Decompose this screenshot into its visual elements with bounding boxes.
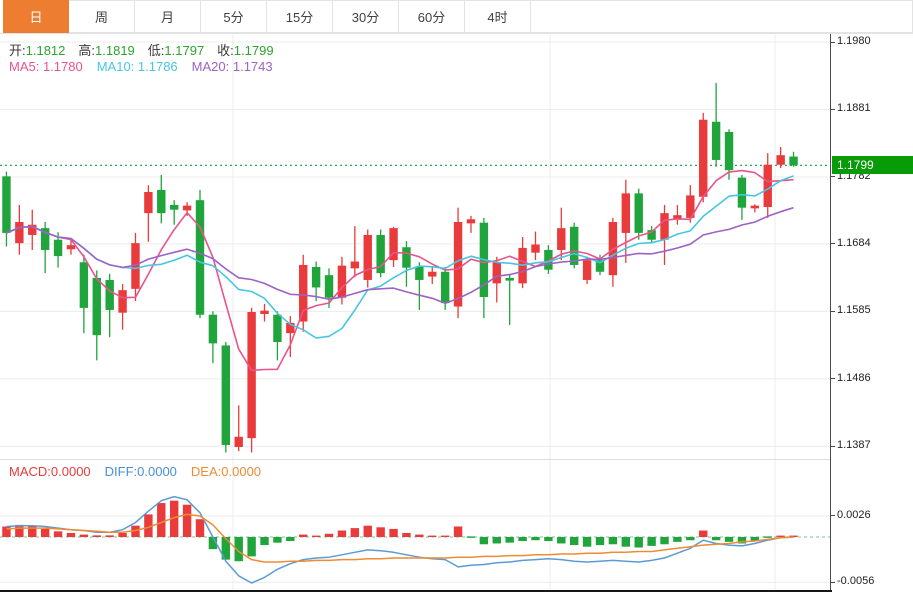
low-value: 1.1797	[164, 43, 205, 58]
ma10-value: MA10: 1.1786	[96, 59, 178, 74]
diff-value: DIFF:0.0000	[104, 464, 177, 479]
tab-period-1[interactable]: 日	[3, 0, 69, 33]
price-tick	[831, 176, 835, 178]
macd-value: MACD:0.0000	[9, 464, 91, 479]
candlestick-chart[interactable]	[0, 34, 830, 459]
macd-axis-label: 0.0026	[837, 508, 871, 521]
close-value: 1.1799	[233, 43, 274, 58]
tab-period-3[interactable]: 月	[135, 0, 201, 33]
macd-tick	[831, 515, 835, 517]
macd-axis-label: -0.0056	[837, 575, 875, 588]
price-axis: 1.1980 1.1881 1.1782 1.1684 1.1585 1.1486 1.13…	[830, 34, 913, 460]
price-axis-label: 1.1585	[837, 304, 871, 317]
ma20-value: MA20: 1.1743	[191, 59, 273, 74]
price-axis-label: 1.1881	[837, 102, 871, 115]
ma5-value: MA5: 1.1780	[9, 59, 83, 74]
price-axis-label: 1.1684	[837, 236, 871, 249]
price-tick	[831, 310, 835, 312]
tab-period-2[interactable]: 周	[69, 0, 135, 33]
period-toolbar: 日周月 5分 15分 30分 60分 4时	[0, 0, 913, 34]
price-tick	[831, 378, 835, 380]
close-label: 收:	[217, 43, 234, 58]
price-axis-label: 1.1980	[837, 35, 871, 47]
macd-indicator-axis: 0.0026 -0.0056	[830, 460, 913, 591]
dea-value: DEA:0.0000	[190, 464, 262, 479]
macd-tick	[831, 581, 835, 583]
tab-period-7[interactable]: 60分	[399, 0, 465, 33]
tab-period-8[interactable]: 4时	[465, 0, 531, 33]
price-tick	[831, 243, 835, 245]
low-label: 低:	[147, 43, 165, 58]
price-tick	[831, 41, 835, 43]
ohlc-legend: 开:1.1812 高:1.1819 低:1.1797 收:1.1799	[9, 40, 287, 59]
price-tick	[831, 445, 835, 447]
macd-legend: MACD:0.0000 DIFF:0.0000 DEA:0.0000	[9, 464, 261, 479]
tab-period-6[interactable]: 30分	[333, 0, 399, 33]
toolbar-filler	[531, 0, 913, 33]
panel-divider	[0, 459, 831, 460]
price-axis-label: 1.1486	[837, 371, 871, 384]
x-axis-line	[0, 590, 832, 592]
price-tick	[831, 108, 835, 110]
tab-period-4[interactable]: 5分	[201, 0, 267, 33]
ma-legend: MA5: 1.1780 MA10: 1.1786 MA20: 1.1743	[9, 59, 273, 74]
tab-period-5[interactable]: 15分	[267, 0, 333, 33]
open-value: 1.1812	[25, 43, 66, 58]
current-price-tag: 1.1799	[832, 156, 913, 175]
open-label: 开:	[9, 43, 26, 58]
macd-chart[interactable]	[0, 460, 830, 590]
high-label: 高:	[78, 43, 96, 58]
high-value: 1.1819	[95, 43, 135, 58]
price-axis-label: 1.1387	[837, 439, 871, 452]
